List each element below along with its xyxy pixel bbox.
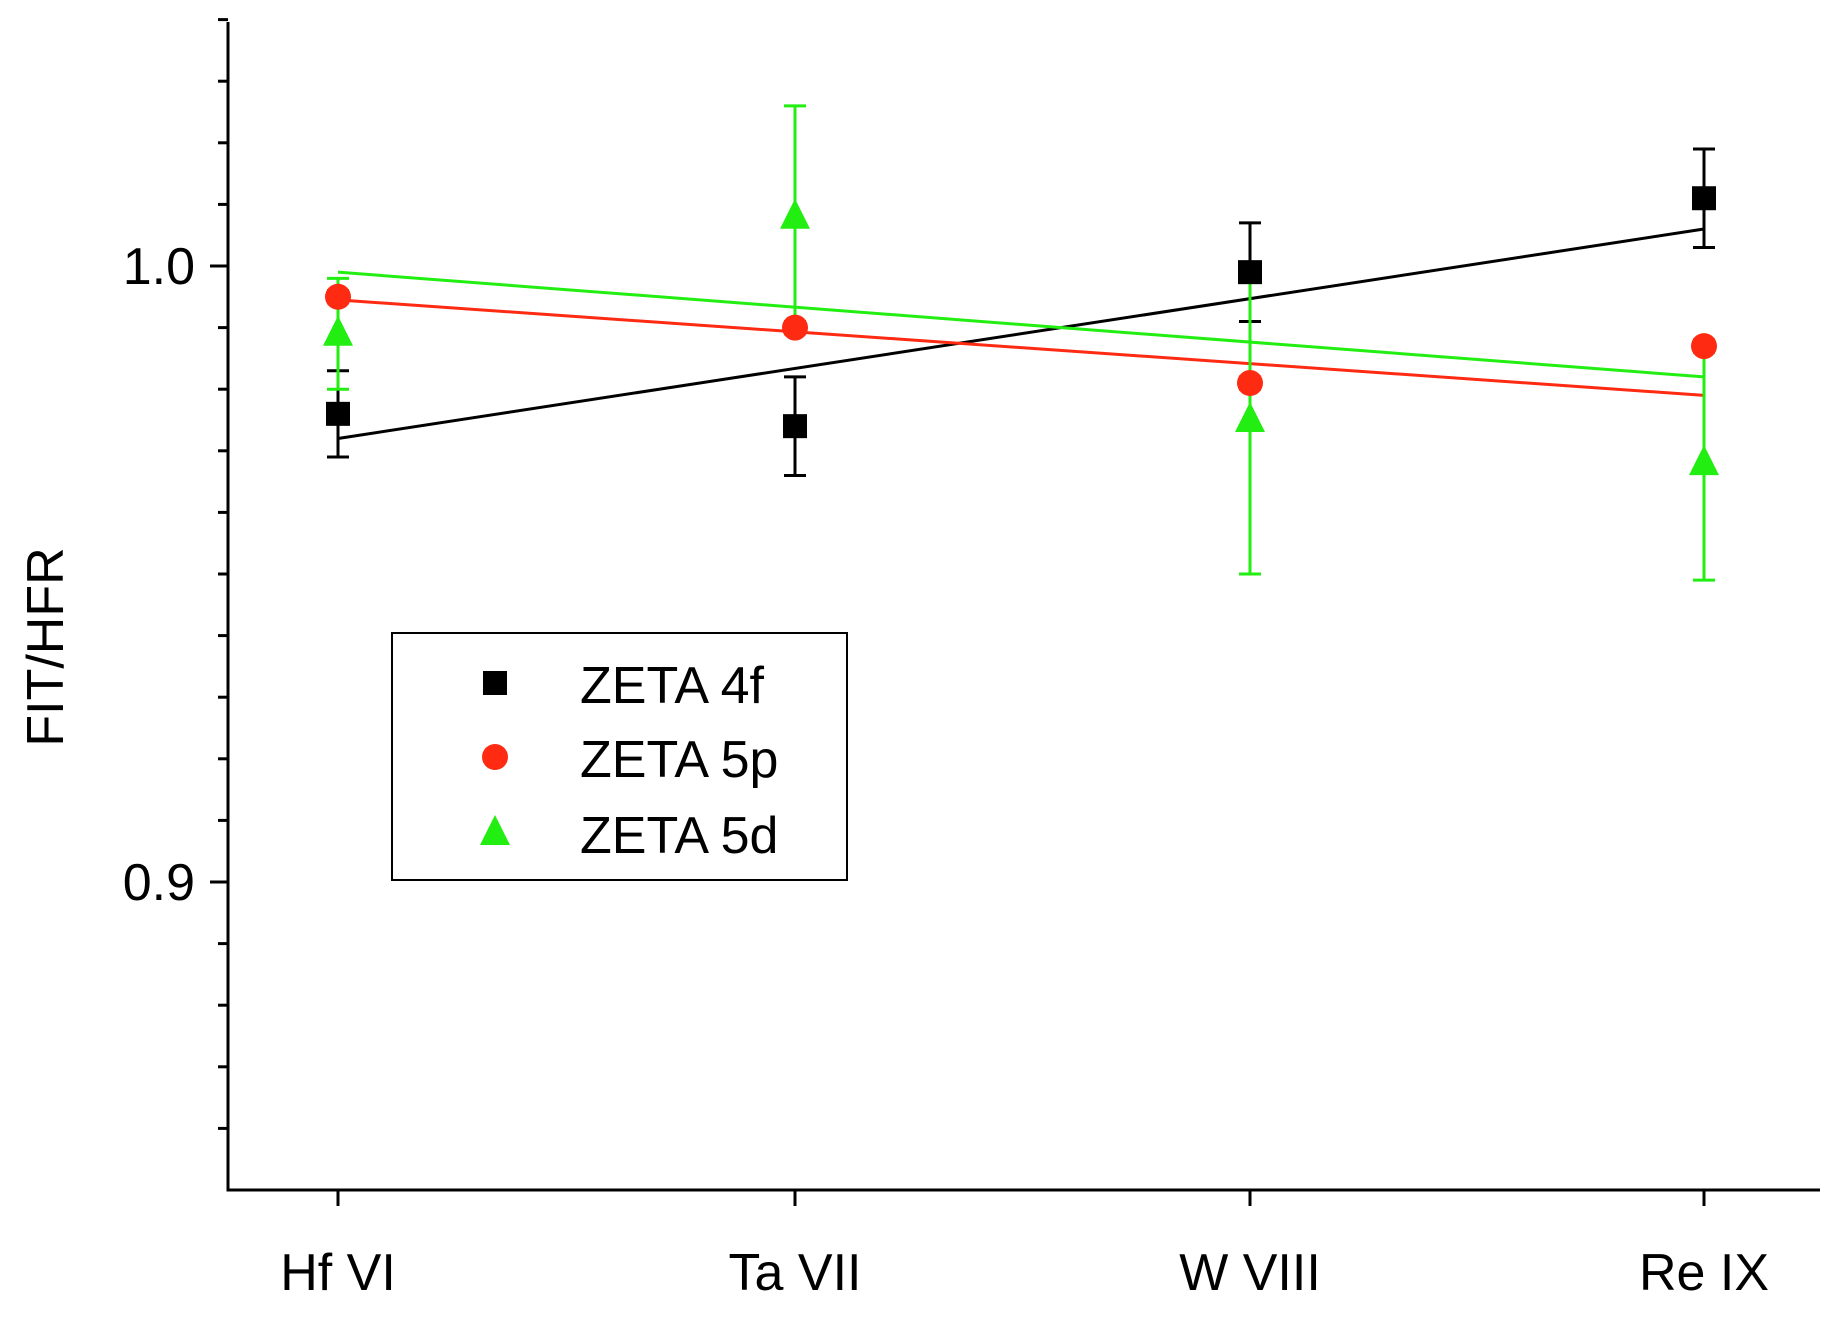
- zeta-5p-point: [1237, 370, 1263, 397]
- zeta-5p-point: [1691, 333, 1717, 360]
- axes: [210, 18, 1820, 1206]
- legend-marker-zeta-4f: [483, 671, 507, 695]
- zeta-5p-fit-line: [337, 298, 1705, 397]
- y-tick-label: 0.9: [123, 854, 195, 912]
- zeta-5d-point: [1235, 402, 1265, 432]
- zeta-5d-point: [323, 315, 353, 346]
- legend-label-zeta-5d: ZETA 5d: [580, 807, 778, 865]
- error-bars: [327, 104, 1715, 582]
- y-tick-labels: 0.9 1.0: [123, 238, 195, 912]
- y-tick-label: 1.0: [123, 238, 195, 296]
- zeta-4f-point: [1238, 260, 1262, 285]
- zeta-4f-point: [326, 401, 350, 426]
- legend-label-zeta-5p: ZETA 5p: [580, 731, 778, 789]
- x-tick-labels: Hf VI Ta VII W VIII Re IX: [280, 1244, 1769, 1302]
- x-tick-label: Hf VI: [280, 1244, 396, 1302]
- legend-label-zeta-4f: ZETA 4f: [580, 657, 765, 715]
- zeta-4f-point: [1692, 186, 1716, 211]
- fit-lines: [337, 227, 1705, 440]
- legend-marker-zeta-5d: [480, 815, 510, 845]
- zeta-4f-point: [783, 414, 807, 439]
- zeta-4f-fit-line: [337, 227, 1705, 440]
- zeta-5p-point: [782, 314, 808, 341]
- legend-item-zeta-5p: ZETA 5p: [482, 731, 778, 789]
- legend-marker-zeta-5p: [482, 744, 508, 770]
- zeta-5d-point: [1689, 445, 1719, 476]
- zeta-5p-point: [325, 283, 351, 310]
- legend: ZETA 4f ZETA 5p ZETA 5d: [391, 632, 848, 881]
- zeta-5d-point: [780, 198, 810, 229]
- data-markers: [323, 186, 1719, 476]
- legend-frame: [391, 632, 848, 881]
- x-tick-label: W VIII: [1179, 1244, 1321, 1302]
- legend-item-zeta-4f: ZETA 4f: [483, 657, 765, 715]
- legend-item-zeta-5d: ZETA 5d: [480, 807, 778, 865]
- zeta-5d-fit-line: [337, 270, 1705, 379]
- x-tick-label: Ta VII: [729, 1244, 862, 1302]
- x-tick-label: Re IX: [1639, 1244, 1769, 1302]
- y-axis-title: FIT/HFR: [17, 547, 75, 746]
